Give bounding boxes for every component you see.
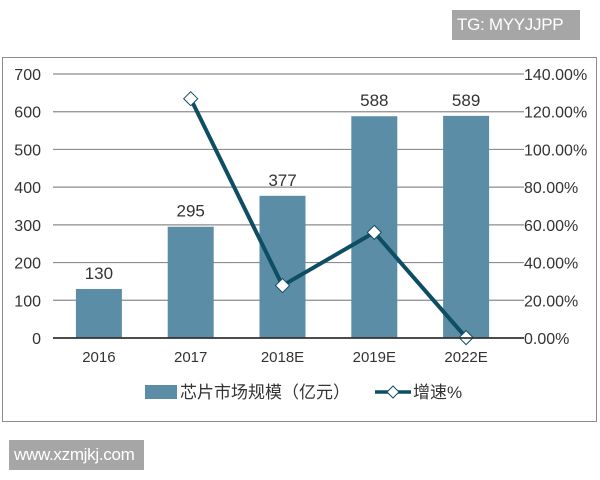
left-axis-tick: 500 [14, 142, 41, 159]
right-axis-tick: 140.00% [524, 67, 587, 84]
bar-value-label: 130 [85, 264, 113, 283]
bar [259, 195, 306, 338]
left-axis: 0 100 200 300 400 500 600 700 [14, 67, 41, 348]
right-axis-tick: 100.00% [524, 142, 587, 159]
bar-series [75, 115, 490, 339]
diamond-marker-icon [386, 385, 400, 399]
right-axis-tick: 40.00% [524, 256, 578, 273]
bar [443, 115, 490, 338]
x-axis: 2016 2017 2018E 2019E 2022E [53, 337, 524, 366]
diamond-marker-icon [182, 90, 199, 107]
right-axis-tick: 0.00% [524, 331, 569, 348]
bar [75, 288, 122, 338]
right-axis-tick: 60.00% [524, 218, 578, 235]
bar [167, 226, 214, 338]
bar-data-labels: 130 295 377 588 589 [85, 91, 481, 283]
x-axis-tick: 2018E [261, 349, 304, 366]
watermark-bottom: www.xzmjkj.com [9, 440, 144, 470]
diamond-marker-icon [366, 224, 383, 241]
legend-line-label: 增速% [413, 383, 462, 402]
bar-value-label: 588 [360, 91, 388, 110]
left-axis-tick: 600 [14, 105, 41, 122]
bar-value-label: 295 [177, 202, 205, 221]
left-axis-tick: 200 [14, 256, 41, 273]
x-axis-tick: 2019E [353, 349, 396, 366]
left-axis-tick: 300 [14, 218, 41, 235]
x-axis-tick: 2022E [444, 349, 487, 366]
legend-bar-swatch [145, 385, 177, 399]
diamond-marker-icon [274, 277, 291, 294]
legend-bar-label: 芯片市场规模（亿元） [180, 383, 350, 402]
bar-value-label: 377 [268, 171, 296, 190]
x-axis-tick: 2016 [82, 349, 115, 366]
x-axis-tick: 2017 [174, 349, 207, 366]
left-axis-tick: 0 [32, 331, 41, 348]
watermark-top: TG: MYYJJPP [452, 10, 580, 40]
right-axis: 0.00% 20.00% 40.00% 60.00% 80.00% 100.00% 120.… [524, 67, 587, 348]
legend: 芯片市场规模（亿元） 增速% [145, 383, 462, 402]
left-axis-tick: 400 [14, 180, 41, 197]
left-axis-tick: 700 [14, 67, 41, 84]
left-axis-tick: 100 [14, 293, 41, 310]
right-axis-tick: 120.00% [524, 105, 587, 122]
growth-line [188, 97, 468, 339]
bar-value-label: 589 [452, 91, 480, 110]
line-series [182, 90, 474, 346]
right-axis-tick: 20.00% [524, 293, 578, 310]
right-axis-tick: 80.00% [524, 180, 578, 197]
